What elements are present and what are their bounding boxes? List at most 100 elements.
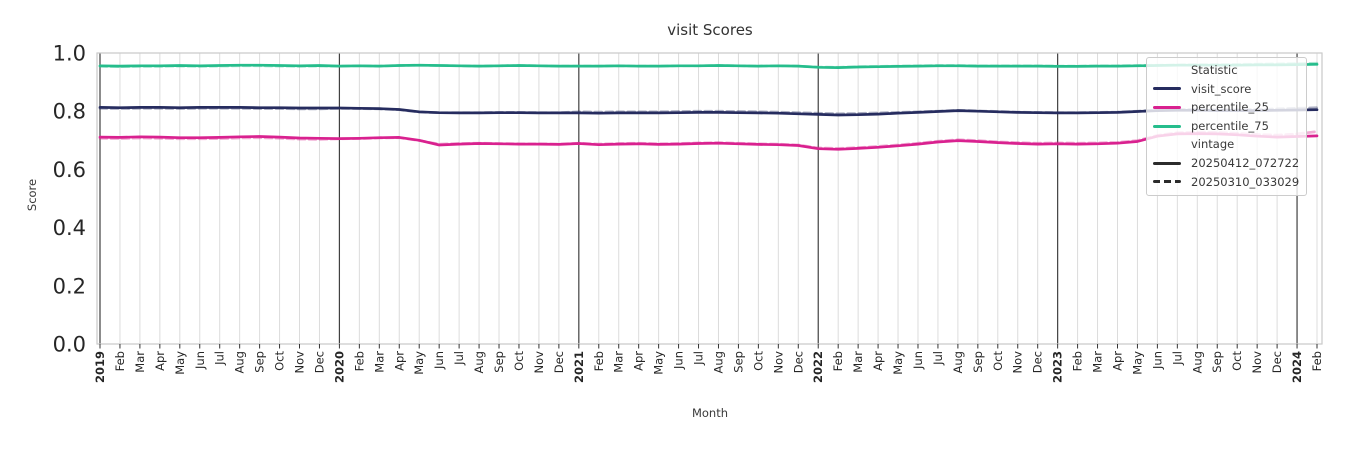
x-tick-label: Jun bbox=[432, 351, 446, 370]
x-tick-label: Oct bbox=[512, 351, 526, 371]
legend-item-percentile-25: percentile_25 bbox=[1153, 98, 1302, 117]
x-tick-marks bbox=[99, 344, 1318, 349]
legend-label-visit-score: visit_score bbox=[1191, 81, 1252, 96]
x-tick-label: Aug bbox=[951, 351, 965, 373]
x-tick-label: 2021 bbox=[572, 351, 586, 383]
x-tick-label: Oct bbox=[751, 351, 765, 371]
plot-border bbox=[96, 52, 1323, 345]
y-tick-label: 0.2 bbox=[53, 274, 86, 298]
y-tick-label: 0.6 bbox=[53, 158, 86, 182]
x-tick-label: Dec bbox=[312, 351, 326, 373]
x-tick-label: Dec bbox=[1031, 351, 1045, 373]
x-tick-label: Dec bbox=[552, 351, 566, 373]
legend-label-vintage-previous: 20250310_033029 bbox=[1191, 174, 1300, 189]
x-tick-label: Apr bbox=[632, 351, 646, 371]
x-tick-label: 2022 bbox=[811, 351, 825, 383]
series-line-percentile_25-20250310_033029 bbox=[98, 130, 1319, 150]
x-tick-label: Mar bbox=[372, 351, 386, 373]
x-tick-label: 2024 bbox=[1290, 351, 1304, 383]
x-tick-label: May bbox=[412, 351, 426, 375]
x-tick-label: Feb bbox=[831, 351, 845, 371]
percentile-25-line-swatch-icon bbox=[1153, 105, 1181, 109]
x-tick-label: Apr bbox=[153, 351, 167, 371]
x-tick-label: Feb bbox=[1310, 351, 1324, 371]
legend-item-vintage-current: 20250412_072722 bbox=[1153, 154, 1302, 173]
x-tick-label: Feb bbox=[352, 351, 366, 371]
x-tick-label: Mar bbox=[612, 351, 626, 373]
x-tick-label: Jun bbox=[911, 351, 925, 370]
x-tick-label: Feb bbox=[1071, 351, 1085, 371]
x-tick-label: 2023 bbox=[1051, 351, 1065, 383]
x-tick-label: Oct bbox=[273, 351, 287, 371]
x-tick-label: Apr bbox=[1110, 351, 1124, 371]
legend-item-visit-score: visit_score bbox=[1153, 80, 1302, 99]
y-axis-label: Score bbox=[25, 178, 39, 212]
x-tick-label: May bbox=[652, 351, 666, 375]
legend-label-percentile-75: percentile_75 bbox=[1191, 118, 1269, 133]
y-tick-label: 0.0 bbox=[53, 333, 86, 357]
x-tick-label: Oct bbox=[1230, 351, 1244, 371]
x-tick-label: Jul bbox=[931, 351, 945, 366]
x-tick-label: 2019 bbox=[93, 351, 107, 383]
x-tick-label: Sep bbox=[1210, 351, 1224, 373]
legend-item-vintage-previous: 20250310_033029 bbox=[1153, 173, 1302, 192]
x-tick-label: Jul bbox=[213, 351, 227, 366]
y-tick-label: 0.8 bbox=[53, 100, 86, 124]
x-tick-label: Aug bbox=[472, 351, 486, 373]
x-tick-label: May bbox=[173, 351, 187, 375]
percentile-75-line-swatch-icon bbox=[1153, 124, 1181, 128]
x-tick-label: Aug bbox=[233, 351, 247, 373]
x-tick-label: Aug bbox=[711, 351, 725, 373]
x-tick-label: Dec bbox=[1270, 351, 1284, 373]
x-tick-label: Mar bbox=[1091, 351, 1105, 373]
y-tick-label: 1.0 bbox=[53, 42, 86, 66]
x-tick-label: Feb bbox=[592, 351, 606, 371]
x-tick-label: Feb bbox=[113, 351, 127, 371]
x-tick-label: Apr bbox=[392, 351, 406, 371]
x-tick-label: Sep bbox=[253, 351, 267, 373]
series-lines bbox=[98, 61, 1319, 151]
x-tick-label: Jul bbox=[692, 351, 706, 366]
x-tick-label: Nov bbox=[1250, 351, 1264, 374]
x-tick-label: Nov bbox=[293, 351, 307, 374]
legend: Statistic visit_score percentile_25 perc… bbox=[1146, 57, 1307, 197]
x-tick-label: May bbox=[1130, 351, 1144, 375]
x-axis-label: Month bbox=[691, 406, 729, 420]
x-tick-label: Mar bbox=[133, 351, 147, 373]
x-tick-label: Nov bbox=[532, 351, 546, 374]
legend-title-statistic: Statistic bbox=[1191, 63, 1238, 77]
legend-label-percentile-25: percentile_25 bbox=[1191, 100, 1269, 115]
x-tick-label: Dec bbox=[791, 351, 805, 373]
x-tick-label: Nov bbox=[771, 351, 785, 374]
chart-title: visit Scores bbox=[667, 21, 753, 39]
x-tick-label: Mar bbox=[851, 351, 865, 373]
y-tick-labels: 0.0 0.2 0.4 0.6 0.8 1.0 bbox=[53, 42, 86, 357]
x-tick-labels: 2019 Feb Mar Apr May Jun Jul Aug Sep Oct Nov Dec 202… bbox=[93, 351, 1324, 383]
series-line-percentile_75-20250412_072722 bbox=[98, 62, 1319, 69]
x-tick-label: May bbox=[891, 351, 905, 375]
y-tick-label: 0.4 bbox=[53, 216, 86, 240]
visit-score-line-swatch-icon bbox=[1153, 87, 1181, 91]
series-line-visit_score-20250412_072722 bbox=[98, 106, 1319, 117]
x-tick-label: Apr bbox=[871, 351, 885, 371]
gridlines bbox=[99, 53, 1318, 344]
legend-item-percentile-75: percentile_75 bbox=[1153, 117, 1302, 136]
vintage-dashed-line-swatch-icon bbox=[1153, 180, 1181, 184]
x-tick-label: Aug bbox=[1190, 351, 1204, 373]
x-tick-label: Oct bbox=[991, 351, 1005, 371]
x-tick-label: Sep bbox=[971, 351, 985, 373]
x-tick-label: Nov bbox=[1011, 351, 1025, 374]
series-line-percentile_25-20250412_072722 bbox=[98, 132, 1319, 151]
x-tick-label: Jun bbox=[1150, 351, 1164, 370]
x-tick-label: Jun bbox=[193, 351, 207, 370]
legend-title-vintage: vintage bbox=[1191, 137, 1235, 152]
x-tick-label: Sep bbox=[731, 351, 745, 373]
x-tick-label: Sep bbox=[492, 351, 506, 373]
x-tick-label: Jul bbox=[1170, 351, 1184, 366]
x-tick-label: Jun bbox=[672, 351, 686, 370]
vintage-solid-line-swatch-icon bbox=[1153, 161, 1181, 165]
legend-label-vintage-current: 20250412_072722 bbox=[1191, 155, 1300, 170]
x-tick-label: 2020 bbox=[332, 351, 346, 383]
